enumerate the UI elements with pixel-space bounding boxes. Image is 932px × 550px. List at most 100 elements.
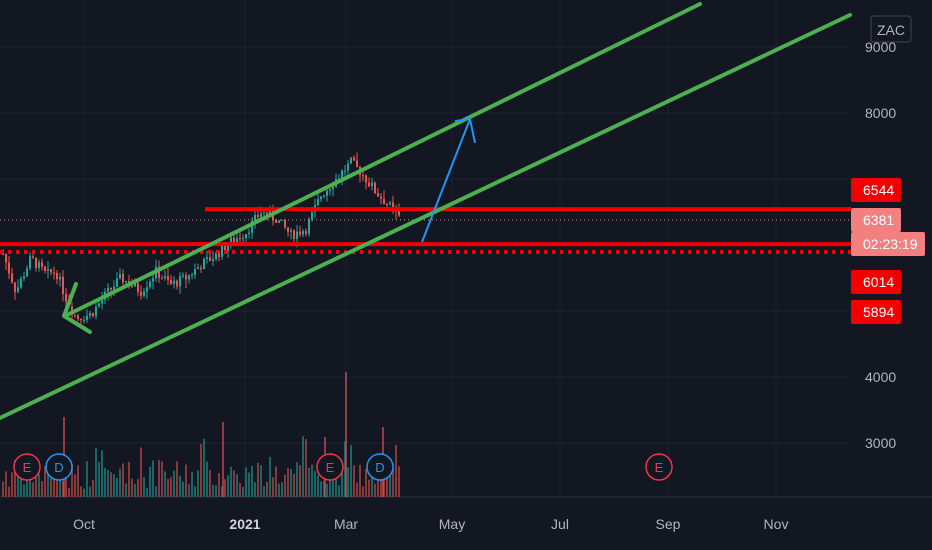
volume-bar bbox=[227, 475, 229, 497]
volume-bar bbox=[245, 467, 247, 497]
volume-bar bbox=[56, 475, 58, 497]
candle-body bbox=[368, 182, 370, 187]
candle-body bbox=[182, 275, 184, 277]
candle-body bbox=[212, 259, 214, 261]
candle-body bbox=[2, 254, 4, 256]
candle-body bbox=[140, 291, 142, 296]
volume-bar bbox=[65, 469, 67, 497]
volume-bar bbox=[320, 481, 322, 497]
volume-bar bbox=[50, 478, 52, 497]
upper-channel-line bbox=[63, 2, 702, 318]
candle-body bbox=[8, 262, 10, 274]
candle-body bbox=[254, 214, 256, 221]
candle-body bbox=[47, 269, 49, 272]
volume-bar bbox=[293, 473, 295, 497]
volume-bar bbox=[182, 481, 184, 497]
volume-bar bbox=[89, 486, 91, 497]
volume-bar bbox=[92, 479, 94, 497]
candle-body bbox=[146, 287, 148, 292]
candle-body bbox=[305, 231, 307, 234]
price-axis-tick: 3000 bbox=[865, 435, 896, 451]
price-axis: 3000 4000 8000 9000 bbox=[865, 39, 896, 451]
volume-bar bbox=[110, 472, 112, 497]
candle-body bbox=[278, 220, 280, 223]
volume-bar bbox=[345, 372, 347, 497]
time-axis-tick: Jul bbox=[551, 516, 569, 532]
volume-bar bbox=[251, 466, 253, 497]
volume-bar bbox=[389, 473, 391, 497]
volume-bar bbox=[353, 465, 355, 497]
volume-bar bbox=[371, 466, 373, 497]
candle-body bbox=[203, 258, 205, 270]
candle-body bbox=[14, 282, 16, 292]
price-tag-label: 6544 bbox=[863, 182, 894, 198]
volume-bar bbox=[212, 484, 214, 497]
volume-bar bbox=[71, 463, 73, 497]
volume-bar bbox=[222, 422, 224, 497]
volume-bar bbox=[137, 479, 139, 497]
price-tag-label: 6381 bbox=[863, 212, 894, 228]
volume-bar bbox=[272, 477, 274, 497]
candle-body bbox=[398, 211, 400, 216]
volume-bar bbox=[299, 465, 301, 497]
candle-body bbox=[194, 269, 196, 275]
candle-body bbox=[131, 286, 133, 288]
volume-bar bbox=[263, 486, 265, 497]
candle-body bbox=[275, 220, 277, 223]
candle-body bbox=[107, 287, 109, 292]
volume-bar bbox=[329, 479, 331, 497]
candle-body bbox=[377, 193, 379, 197]
candle-body bbox=[143, 291, 145, 296]
candle-body bbox=[326, 190, 328, 196]
volume-bar bbox=[287, 467, 289, 497]
volume-bar bbox=[173, 470, 175, 497]
candle-body bbox=[218, 252, 220, 257]
dividend-event-marker bbox=[366, 453, 394, 481]
candle-body bbox=[38, 262, 40, 269]
volume-bar bbox=[350, 444, 352, 497]
volume-bars bbox=[2, 372, 400, 497]
candle-body bbox=[230, 237, 232, 246]
candle-body bbox=[86, 315, 88, 320]
volume-bar bbox=[386, 469, 388, 497]
candle-body bbox=[41, 262, 43, 267]
candle-body bbox=[89, 313, 91, 316]
candle-body bbox=[137, 283, 139, 292]
volume-bar bbox=[230, 466, 232, 497]
candle-body bbox=[311, 211, 313, 220]
volume-bar bbox=[284, 474, 286, 497]
candle-body bbox=[101, 299, 103, 304]
candle-body bbox=[188, 274, 190, 280]
volume-bar bbox=[155, 486, 157, 497]
volume-bar bbox=[233, 470, 235, 497]
candle-body bbox=[11, 273, 13, 283]
volume-bar bbox=[80, 486, 82, 497]
volume-bar bbox=[125, 483, 127, 497]
volume-bar bbox=[29, 470, 31, 497]
candle-body bbox=[260, 213, 262, 218]
volume-bar bbox=[266, 481, 268, 497]
volume-bar bbox=[239, 482, 241, 497]
volume-bar bbox=[215, 485, 217, 497]
candle-body bbox=[341, 170, 343, 179]
volume-bar bbox=[194, 486, 196, 497]
earnings-event-marker bbox=[645, 453, 673, 481]
volume-bar bbox=[47, 466, 49, 497]
candle-body bbox=[110, 287, 112, 290]
volume-bar bbox=[140, 447, 142, 497]
volume-bar bbox=[206, 461, 208, 497]
candle-body bbox=[65, 293, 67, 302]
volume-bar bbox=[68, 487, 70, 497]
candle-body bbox=[224, 244, 226, 251]
candle-body bbox=[362, 175, 364, 177]
volume-bar bbox=[236, 474, 238, 497]
candle-body bbox=[239, 238, 241, 240]
candle-body bbox=[317, 199, 319, 206]
candle-body bbox=[389, 202, 391, 205]
candle-body bbox=[356, 160, 358, 167]
candle-body bbox=[164, 276, 166, 279]
volume-bar bbox=[104, 467, 106, 497]
candle-body bbox=[206, 257, 208, 259]
